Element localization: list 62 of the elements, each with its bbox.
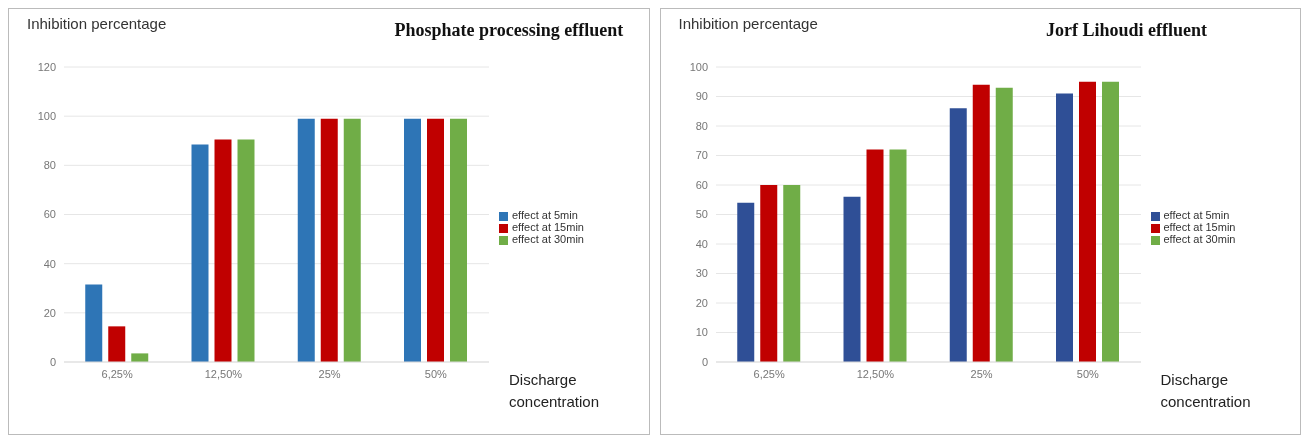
legend-label: effect at 5min [512, 209, 578, 221]
chart-title: Phosphate processing effluent [394, 19, 625, 42]
x-tick-label: 12,50% [856, 367, 894, 380]
bar [237, 139, 255, 362]
x-tick-label: 50% [424, 367, 448, 380]
bar [320, 118, 338, 362]
bar [404, 118, 421, 362]
y-tick-label: 100 [37, 110, 56, 123]
bar [214, 139, 232, 362]
y-axis-title: Inhibition percentage [27, 15, 167, 32]
bar [450, 118, 467, 362]
bar [85, 284, 103, 362]
bar [108, 326, 126, 362]
y-tick-label: 60 [695, 178, 708, 191]
y-tick-label: 120 [37, 60, 56, 73]
bar [843, 196, 860, 362]
y-tick-label: 80 [695, 119, 708, 132]
y-tick-label: 50 [695, 208, 708, 221]
bar [297, 118, 315, 362]
x-tick-label: 6,25% [753, 367, 785, 380]
y-tick-label: 40 [695, 237, 708, 250]
bar [131, 353, 149, 362]
y-axis-title: Inhibition percentage [678, 15, 818, 32]
bar [736, 202, 754, 362]
y-tick-label: 0 [49, 355, 56, 368]
y-tick-label: 60 [43, 208, 56, 221]
bar [995, 87, 1013, 362]
x-tick-label: 25% [318, 367, 341, 380]
legend-label: effect at 30min [512, 233, 584, 245]
bar [1101, 81, 1119, 362]
bar [1078, 81, 1096, 362]
legend-label: effect at 5min [1163, 209, 1230, 221]
bar [889, 149, 906, 362]
bar [1055, 93, 1073, 362]
y-tick-label: 100 [689, 60, 708, 73]
y-tick-label: 90 [695, 90, 708, 103]
y-tick-label: 30 [695, 267, 708, 280]
legend-label: effect at 30min [1163, 233, 1236, 245]
bar [972, 84, 990, 362]
y-tick-label: 70 [695, 149, 708, 162]
bar [191, 144, 209, 362]
bar [949, 108, 967, 362]
bar [343, 118, 361, 362]
x-tick-label: 25% [970, 367, 993, 380]
y-tick-label: 0 [701, 355, 708, 368]
chart-title: Jorf Lihoudi effluent [1046, 19, 1208, 42]
bar [759, 185, 777, 362]
y-tick-label: 80 [43, 159, 56, 172]
y-tick-label: 20 [43, 306, 56, 319]
x-tick-label: 50% [1076, 367, 1099, 380]
x-axis-title: Discharge concentration [509, 370, 601, 412]
x-axis-title: Discharge concentration [1160, 370, 1252, 412]
x-tick-label: 6,25% [101, 367, 133, 380]
y-tick-label: 10 [695, 326, 708, 339]
legend-label: effect at 15min [512, 221, 584, 233]
legend-label: effect at 15min [1163, 221, 1236, 233]
y-tick-label: 20 [695, 296, 708, 309]
bar [782, 185, 800, 362]
x-tick-label: 12,50% [204, 367, 243, 380]
bar [866, 149, 883, 362]
y-tick-label: 40 [43, 257, 56, 270]
bar [427, 118, 444, 362]
